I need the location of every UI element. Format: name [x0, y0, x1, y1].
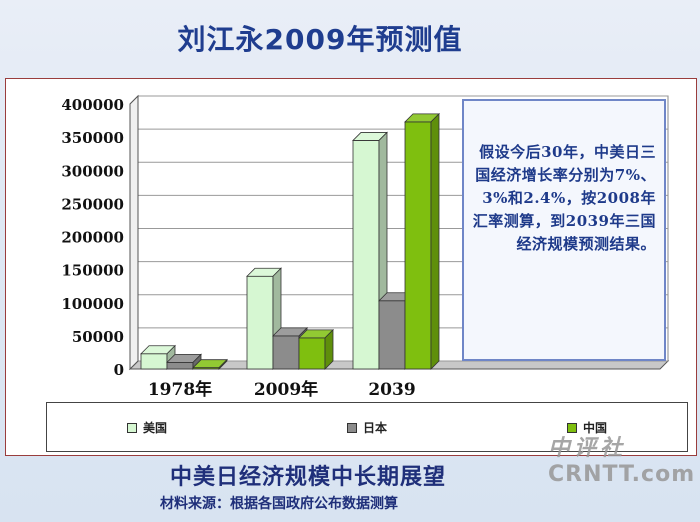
- legend-swatch-china: [567, 422, 577, 433]
- x-tick-label: 1978年: [148, 379, 212, 400]
- legend-item-japan: 日本: [347, 419, 387, 436]
- bar-美国-0: [140, 353, 168, 370]
- plot-side-wall: [129, 94, 139, 371]
- x-tick-label: 2009年: [254, 379, 318, 400]
- legend-swatch-usa: [127, 422, 137, 433]
- note-box: 假设今后30年，中美日三国经济增长率分别为7%、3%和2.4%，按2008年汇率…: [462, 99, 666, 361]
- y-tick-label: 350000: [61, 129, 124, 147]
- legend-swatch-japan: [347, 422, 357, 433]
- bar-中国-2: [404, 121, 432, 370]
- bar-side-中国-1: [324, 328, 334, 370]
- y-tick-label: 300000: [61, 162, 124, 180]
- legend-label-china: 中国: [583, 421, 608, 435]
- y-tick-label: 100000: [61, 295, 124, 313]
- legend-item-china: 中国: [567, 419, 607, 436]
- chart-legend: 美国 日本 中国: [46, 402, 688, 452]
- bar-美国-1: [246, 275, 274, 370]
- legend-label-japan: 日本: [363, 421, 388, 435]
- watermark-en: CRNTT.com: [548, 462, 696, 487]
- bar-日本-1: [272, 335, 300, 370]
- page-title: 刘江永2009年预测值: [177, 23, 463, 56]
- bar-日本-2: [378, 300, 406, 370]
- y-tick-label: 200000: [61, 229, 124, 247]
- y-tick-label: 50000: [72, 328, 124, 346]
- bar-side-中国-0: [218, 358, 228, 370]
- y-tick-label: 150000: [61, 262, 124, 280]
- legend-item-usa: 美国: [127, 419, 167, 436]
- note-text: 假设今后30年，中美日三国经济增长率分别为7%、3%和2.4%，按2008年汇率…: [472, 143, 656, 253]
- y-tick-label: 250000: [61, 195, 124, 213]
- footer-source: 材料来源：根据各国政府公布数据测算: [160, 496, 398, 512]
- footer-title: 中美日经济规模中长期展望: [170, 465, 447, 490]
- bar-中国-1: [298, 337, 326, 370]
- x-tick-label: 2039: [368, 380, 415, 400]
- y-tick-label: 0: [114, 361, 124, 379]
- y-tick-label: 400000: [61, 96, 124, 114]
- bar-美国-2: [352, 140, 380, 370]
- watermark-cn: 中评社: [548, 436, 627, 461]
- bar-side-中国-2: [430, 112, 440, 370]
- bar-日本-0: [166, 361, 194, 370]
- legend-label-usa: 美国: [143, 421, 168, 435]
